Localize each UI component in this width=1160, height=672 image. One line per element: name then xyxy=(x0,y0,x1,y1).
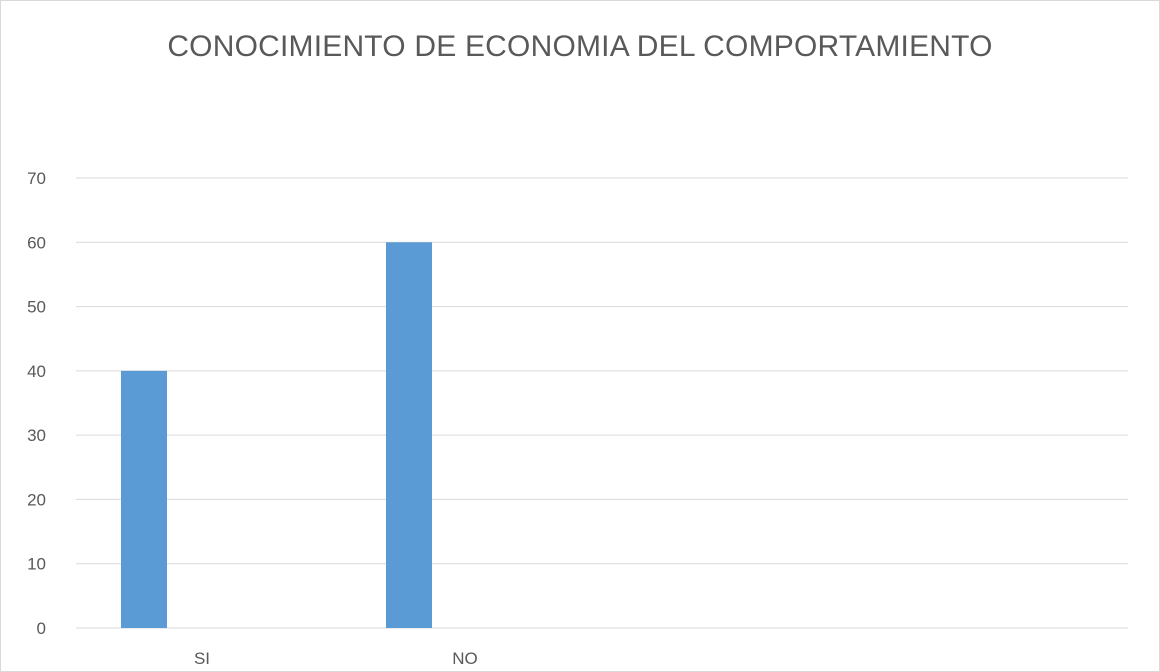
bar-no xyxy=(386,242,432,629)
chart-title: CONOCIMIENTO DE ECONOMIA DEL COMPORTAMIE… xyxy=(167,30,993,63)
y-tick-label: 70 xyxy=(27,169,46,188)
y-tick-label: 20 xyxy=(27,490,46,509)
y-axis-ticks: 0 10 20 30 40 50 60 70 xyxy=(27,169,46,638)
y-tick-label: 0 xyxy=(37,619,46,638)
x-tick-label-si: SI xyxy=(194,649,210,668)
x-axis-ticks: SI NO xyxy=(194,649,478,668)
bars xyxy=(121,242,432,629)
grid-lines xyxy=(76,177,1128,629)
y-tick-label: 50 xyxy=(27,298,46,317)
y-tick-label: 40 xyxy=(27,362,46,381)
y-tick-label: 60 xyxy=(27,233,46,252)
y-tick-label: 10 xyxy=(27,555,46,574)
y-tick-label: 30 xyxy=(27,426,46,445)
bar-si xyxy=(121,370,167,628)
x-tick-label-no: NO xyxy=(452,649,478,668)
